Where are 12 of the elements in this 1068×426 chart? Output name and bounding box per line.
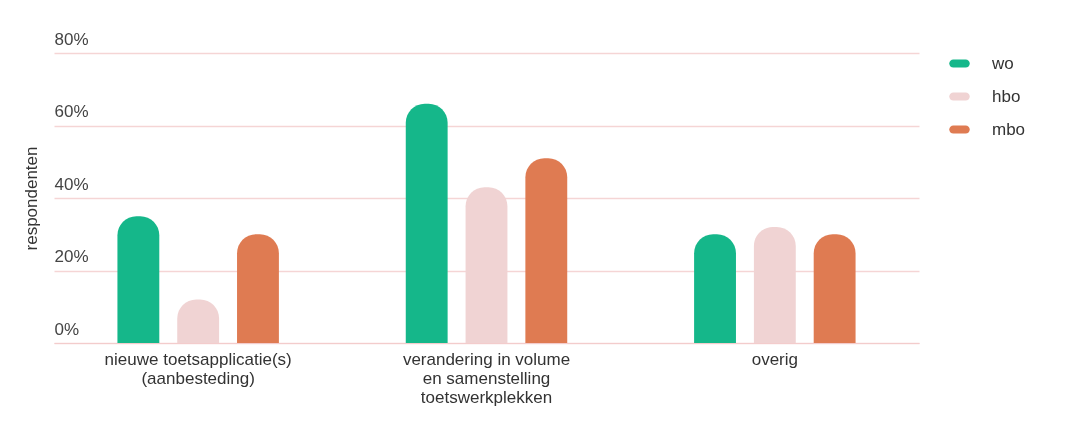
y-tick-label: 60% <box>54 102 89 121</box>
y-tick-label: 40% <box>54 174 89 194</box>
y-axis-title: respondenten <box>21 146 41 251</box>
x-tick-label: overig <box>751 349 798 369</box>
legend-label: hbo <box>992 86 1021 106</box>
y-tick-label: 80% <box>54 29 89 49</box>
x-tick-label: nieuwe toetsapplicatie(s) (aanbesteding) <box>104 349 292 388</box>
y-tick-label: 20% <box>54 247 89 266</box>
legend-label: wo <box>991 53 1014 73</box>
y-tick-label: 0% <box>54 319 80 339</box>
legend-label: mbo <box>992 119 1026 139</box>
x-tick-label: verandering in volume en samenstelling toetswerkplekken <box>402 349 571 407</box>
